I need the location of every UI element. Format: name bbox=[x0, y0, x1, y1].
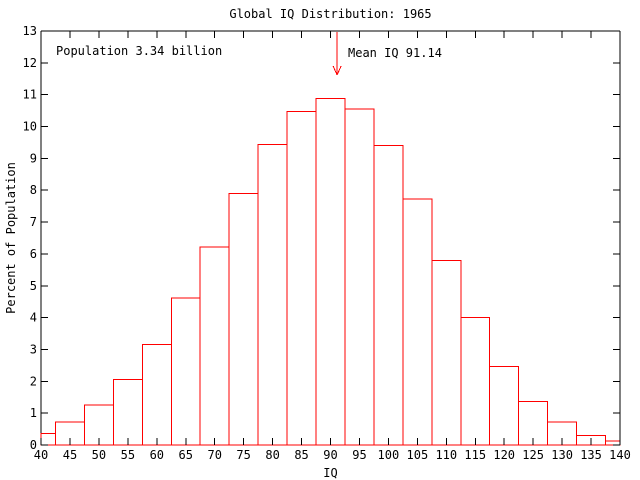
y-axis-label: Percent of Population bbox=[4, 162, 18, 314]
y-tick-label: 13 bbox=[23, 24, 37, 38]
x-tick-label: 140 bbox=[609, 448, 631, 462]
chart-title: Global IQ Distribution: 1965 bbox=[229, 7, 431, 21]
x-tick-label: 45 bbox=[63, 448, 77, 462]
histogram-bar bbox=[489, 366, 520, 446]
y-tick-label: 2 bbox=[30, 374, 37, 388]
x-tick-label: 95 bbox=[352, 448, 366, 462]
histogram-bar bbox=[402, 198, 433, 446]
x-tick-label: 55 bbox=[121, 448, 135, 462]
x-tick-label: 75 bbox=[236, 448, 250, 462]
x-tick-label: 40 bbox=[34, 448, 48, 462]
x-axis-label: IQ bbox=[323, 466, 337, 480]
histogram-bar bbox=[605, 440, 621, 446]
histogram-bar bbox=[170, 297, 201, 446]
histogram-bar bbox=[257, 144, 288, 446]
x-tick-label: 90 bbox=[323, 448, 337, 462]
histogram-bar bbox=[286, 111, 317, 446]
y-tick-label: 0 bbox=[30, 438, 37, 452]
y-tick-label: 12 bbox=[23, 56, 37, 70]
y-tick-label: 10 bbox=[23, 120, 37, 134]
histogram-bar bbox=[431, 259, 462, 446]
y-tick-label: 5 bbox=[30, 279, 37, 293]
plot-border bbox=[40, 30, 621, 446]
histogram-bar bbox=[344, 108, 375, 446]
x-tick-label: 60 bbox=[150, 448, 164, 462]
histogram-bar bbox=[315, 98, 346, 446]
x-tick-label: 115 bbox=[464, 448, 486, 462]
y-tick-label: 1 bbox=[30, 406, 37, 420]
histogram-bar bbox=[518, 400, 549, 446]
y-tick-label: 4 bbox=[30, 311, 37, 325]
histogram-bar bbox=[373, 145, 404, 446]
histogram-bar bbox=[40, 433, 56, 446]
y-tick-label: 6 bbox=[30, 247, 37, 261]
y-tick-label: 9 bbox=[30, 151, 37, 165]
histogram-bar bbox=[228, 192, 259, 446]
x-tick-label: 100 bbox=[378, 448, 400, 462]
x-tick-label: 125 bbox=[522, 448, 544, 462]
tick-labels: 40 45 50 55 60 65 70 75 80 85 90 95 100 105 110 115 120 1… bbox=[23, 24, 631, 462]
x-tick-label: 70 bbox=[207, 448, 221, 462]
y-tick-label: 3 bbox=[30, 342, 37, 356]
mean-annotation: Mean IQ 91.14 bbox=[348, 46, 442, 60]
histogram-bar bbox=[141, 344, 172, 446]
x-tick-label: 130 bbox=[551, 448, 573, 462]
histogram-bar bbox=[547, 421, 578, 446]
x-tick-label: 85 bbox=[294, 448, 308, 462]
y-tick-label: 11 bbox=[23, 88, 37, 102]
x-tick-label: 50 bbox=[92, 448, 106, 462]
y-tick-label: 8 bbox=[30, 183, 37, 197]
x-tick-label: 105 bbox=[407, 448, 429, 462]
mean-arrow-icon bbox=[332, 32, 342, 76]
histogram-bar bbox=[576, 434, 607, 446]
x-tick-label: 110 bbox=[435, 448, 457, 462]
x-tick-label: 80 bbox=[265, 448, 279, 462]
histogram-bars bbox=[40, 98, 621, 446]
y-tick-label: 7 bbox=[30, 215, 37, 229]
histogram-bar bbox=[112, 378, 143, 446]
histogram-bar bbox=[460, 317, 491, 446]
x-tick-label: 65 bbox=[179, 448, 193, 462]
population-annotation: Population 3.34 billion bbox=[56, 44, 222, 58]
histogram-bar bbox=[199, 246, 230, 446]
x-tick-label: 135 bbox=[580, 448, 602, 462]
x-tick-label: 120 bbox=[493, 448, 515, 462]
axis-ticks bbox=[40, 30, 621, 446]
